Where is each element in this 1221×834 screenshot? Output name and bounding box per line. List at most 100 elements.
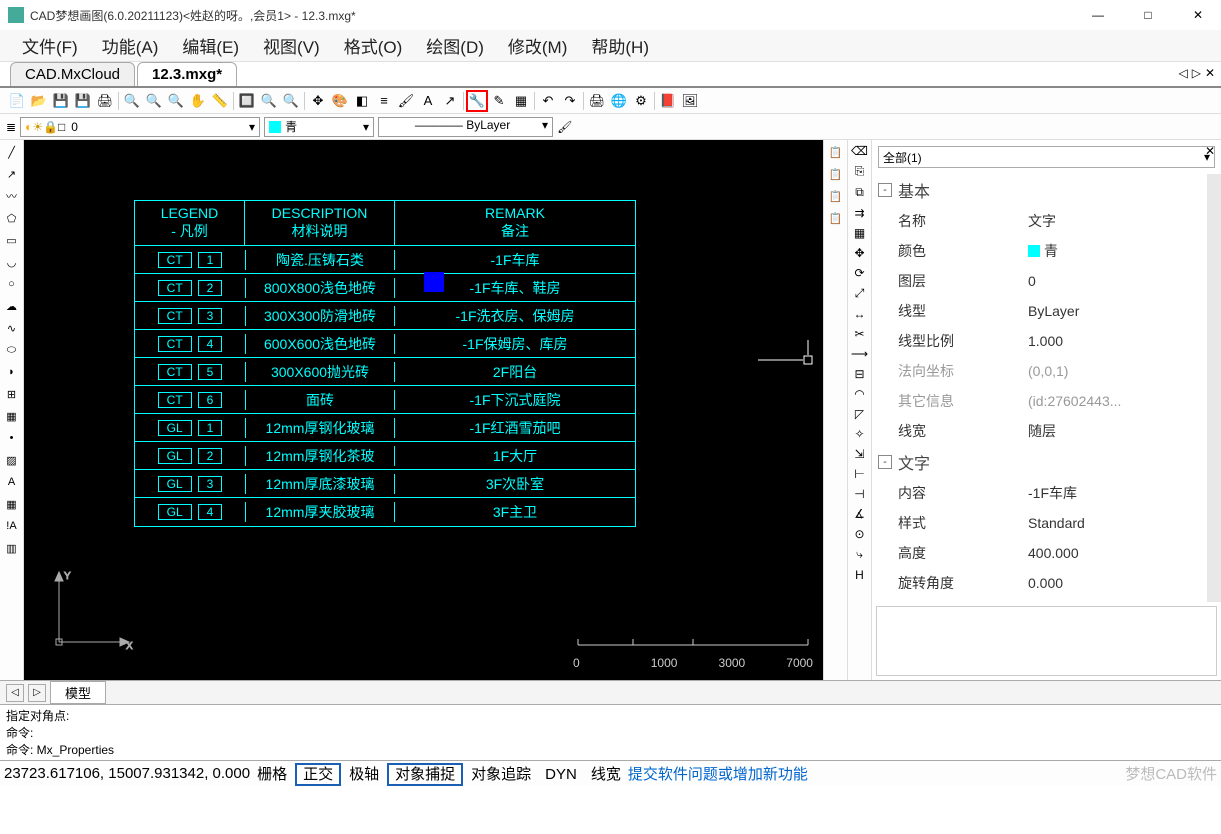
- move-icon[interactable]: ✥: [309, 92, 327, 110]
- prop-row[interactable]: 旋转角度0.000: [872, 568, 1207, 598]
- ellipsearc-icon[interactable]: ◗: [4, 364, 20, 380]
- prop-row[interactable]: 其它信息(id:27602443...: [872, 386, 1207, 416]
- zoom-out-icon[interactable]: 🔍: [167, 92, 185, 110]
- status-toggle[interactable]: 对象追踪: [465, 765, 537, 784]
- chamfer-icon[interactable]: ◸: [855, 407, 864, 421]
- zoom-window-icon[interactable]: 🔲: [238, 92, 256, 110]
- doc-tab[interactable]: 12.3.mxg*: [137, 62, 237, 86]
- prop-row[interactable]: 线型比例1.000: [872, 326, 1207, 356]
- status-toggle[interactable]: 正交: [295, 763, 341, 786]
- status-toggle[interactable]: 对象捕捉: [387, 763, 463, 786]
- copybase-icon[interactable]: 📋: [828, 166, 844, 182]
- open-icon[interactable]: 📂: [30, 92, 48, 110]
- minimize-button[interactable]: —: [1083, 8, 1113, 22]
- copy2-icon[interactable]: ⎘: [855, 164, 865, 179]
- prop-group[interactable]: -文字: [872, 446, 1207, 478]
- menu-item[interactable]: 功能(A): [90, 33, 171, 58]
- tab-prev-icon[interactable]: ◁: [6, 684, 24, 702]
- zoom-in-icon[interactable]: 🔍: [145, 92, 163, 110]
- rotate-icon[interactable]: ⟳: [854, 266, 864, 280]
- menu-item[interactable]: 帮助(H): [579, 33, 661, 58]
- dimtext-icon[interactable]: H: [855, 568, 864, 582]
- prop-row[interactable]: 图层0: [872, 266, 1207, 296]
- arc-icon[interactable]: ◡: [4, 254, 20, 270]
- status-toggle[interactable]: 极轴: [343, 765, 385, 784]
- menu-item[interactable]: 视图(V): [251, 33, 332, 58]
- prop-row[interactable]: 高度400.000: [872, 538, 1207, 568]
- menu-item[interactable]: 绘图(D): [414, 33, 496, 58]
- match-icon[interactable]: ✎: [490, 92, 508, 110]
- zoom-all-icon[interactable]: 🔍: [282, 92, 300, 110]
- model-tab[interactable]: 模型: [50, 681, 106, 704]
- dim2-icon[interactable]: ⊣: [854, 487, 864, 501]
- mtext-icon[interactable]: ▦: [4, 496, 20, 512]
- properties-icon[interactable]: 🔧: [468, 92, 486, 110]
- spline-icon[interactable]: ∿: [4, 320, 20, 336]
- menu-item[interactable]: 格式(O): [332, 33, 415, 58]
- circle-icon[interactable]: ○: [4, 276, 20, 292]
- color-combo[interactable]: 青 ▾: [264, 117, 374, 137]
- linetype-combo[interactable]: ———— ByLayer ▾: [378, 117, 553, 137]
- line-icon[interactable]: ╱: [4, 144, 20, 160]
- zoom-prev-icon[interactable]: 🔍: [260, 92, 278, 110]
- explode-icon[interactable]: ✧: [854, 427, 864, 441]
- drawing-canvas[interactable]: LEGEND- 凡例 DESCRIPTION材料说明 REMARK备注 CT1陶…: [24, 140, 823, 680]
- move2-icon[interactable]: ✥: [854, 246, 864, 260]
- tab-nav-right-icon[interactable]: ▷: [1192, 66, 1201, 80]
- status-toggle[interactable]: 线宽: [585, 765, 627, 784]
- leader-icon[interactable]: ⤷: [856, 547, 863, 562]
- trim-icon[interactable]: ✂: [854, 327, 864, 341]
- pasteblock-icon[interactable]: 📋: [828, 210, 844, 226]
- pan-icon[interactable]: ✋: [189, 92, 207, 110]
- prop-row[interactable]: 内容-1F车库: [872, 478, 1207, 508]
- close-button[interactable]: ✕: [1183, 8, 1213, 22]
- array-icon[interactable]: ▦: [854, 226, 865, 240]
- layers-icon[interactable]: ≡: [375, 92, 393, 110]
- save-icon[interactable]: 💾: [52, 92, 70, 110]
- prop-group[interactable]: -基本: [872, 174, 1207, 206]
- zoom-icon[interactable]: 🔍: [123, 92, 141, 110]
- hatch-icon[interactable]: ▨: [4, 452, 20, 468]
- scale-icon[interactable]: ⤢: [855, 286, 865, 301]
- prop-row[interactable]: 线型ByLayer: [872, 296, 1207, 326]
- paste-icon[interactable]: 📋: [828, 188, 844, 204]
- revcloud-icon[interactable]: ☁: [4, 298, 20, 314]
- props-scrollbar[interactable]: [1207, 174, 1221, 602]
- region-icon[interactable]: ◧: [353, 92, 371, 110]
- settings-icon[interactable]: ⚙: [632, 92, 650, 110]
- insert-icon[interactable]: ⊞: [4, 386, 20, 402]
- tab-nav-left-icon[interactable]: ◁: [1178, 66, 1187, 80]
- export-icon[interactable]: ↗: [441, 92, 459, 110]
- pdf-icon[interactable]: 📕: [659, 92, 677, 110]
- maximize-button[interactable]: □: [1133, 8, 1163, 22]
- prop-row[interactable]: 样式Standard: [872, 508, 1207, 538]
- layer-manager-icon[interactable]: ≣: [6, 120, 16, 134]
- tab-next-icon[interactable]: ▷: [28, 684, 46, 702]
- measure-icon[interactable]: 📏: [211, 92, 229, 110]
- ellipse-icon[interactable]: ⬭: [4, 342, 20, 358]
- redo-icon[interactable]: ↷: [561, 92, 579, 110]
- extend-icon[interactable]: ⟶: [851, 347, 868, 361]
- status-toggle[interactable]: 栅格: [251, 765, 293, 784]
- status-toggle[interactable]: DYN: [539, 765, 583, 784]
- brush2-icon[interactable]: 🖌: [557, 120, 572, 134]
- dim-icon[interactable]: ⊢: [854, 467, 864, 481]
- palette-icon[interactable]: 🎨: [331, 92, 349, 110]
- menu-item[interactable]: 编辑(E): [170, 33, 251, 58]
- copy-icon[interactable]: 📋: [828, 144, 844, 160]
- fillet-icon[interactable]: ◠: [854, 387, 864, 401]
- mirror-icon[interactable]: ⧉: [855, 185, 864, 200]
- web-icon[interactable]: 🌐: [610, 92, 628, 110]
- image-icon[interactable]: 🖼: [681, 92, 699, 110]
- layer-combo[interactable]: ◐☀🔒□ 0 ▾: [20, 117, 260, 137]
- doc-tab[interactable]: CAD.MxCloud: [10, 62, 135, 86]
- print2-icon[interactable]: 🖨: [588, 92, 606, 110]
- dim3-icon[interactable]: ∡: [854, 507, 865, 521]
- align-icon[interactable]: ⇲: [854, 447, 864, 461]
- saveas-icon[interactable]: 💾: [74, 92, 92, 110]
- brush-icon[interactable]: 🖌: [397, 92, 415, 110]
- xline-icon[interactable]: ↗: [4, 166, 20, 182]
- menu-item[interactable]: 修改(M): [496, 33, 579, 58]
- textstyle-icon[interactable]: A: [419, 92, 437, 110]
- print-icon[interactable]: 🖨: [96, 92, 114, 110]
